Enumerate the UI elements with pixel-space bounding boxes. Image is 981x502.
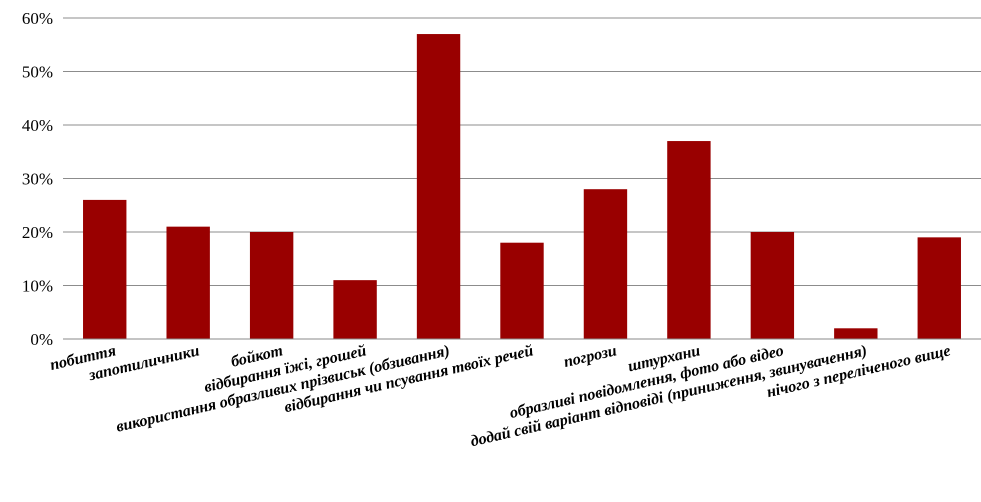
bar bbox=[667, 141, 711, 339]
gridlines bbox=[63, 17, 981, 286]
y-tick-label: 60% bbox=[22, 9, 53, 28]
y-tick-label: 10% bbox=[22, 277, 53, 296]
bar bbox=[834, 328, 878, 339]
bar bbox=[166, 226, 210, 339]
bar bbox=[416, 34, 461, 340]
y-axis-ticks: 0% 10% 20% 30% 40% 50% 60% bbox=[22, 9, 53, 349]
bar bbox=[500, 242, 544, 339]
bar bbox=[917, 237, 961, 339]
bars bbox=[83, 34, 961, 340]
bar bbox=[333, 280, 377, 339]
bar bbox=[583, 189, 628, 339]
y-tick-label: 30% bbox=[22, 170, 53, 189]
bar bbox=[750, 232, 795, 339]
bar bbox=[249, 232, 294, 339]
bar bbox=[83, 199, 127, 339]
y-tick-label: 40% bbox=[22, 116, 53, 135]
y-tick-label: 0% bbox=[30, 330, 53, 349]
x-category-label: погрози bbox=[562, 342, 618, 371]
y-tick-label: 50% bbox=[22, 63, 53, 82]
y-tick-label: 20% bbox=[22, 223, 53, 242]
